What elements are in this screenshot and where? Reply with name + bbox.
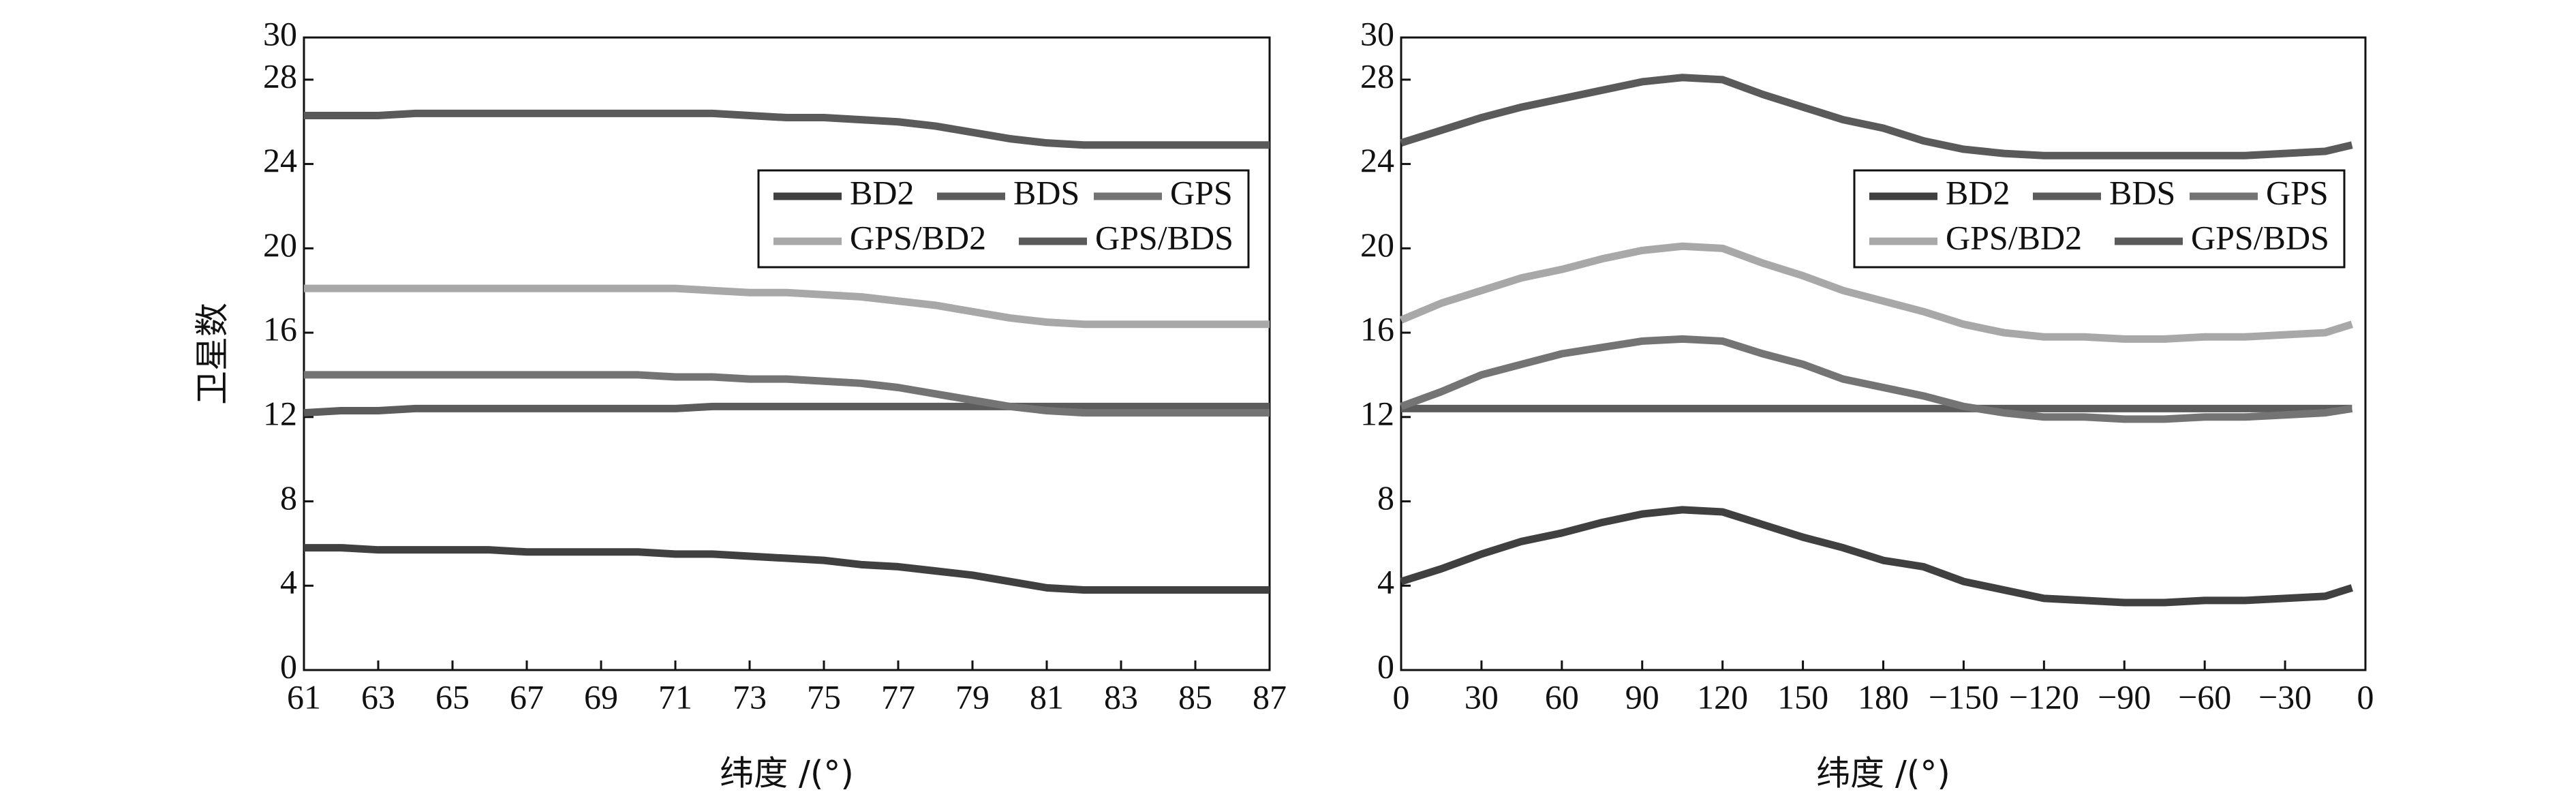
y-tick-label: 30 — [263, 14, 297, 52]
y-tick-label: 28 — [263, 57, 297, 95]
x-tick-label: 60 — [1545, 678, 1579, 716]
legend-label: BD2 — [1946, 173, 2010, 211]
y-tick-label: 4 — [1377, 563, 1394, 601]
x-tick-label: −30 — [2258, 678, 2312, 716]
x-tick-label: 0 — [2357, 678, 2374, 716]
series-line — [304, 371, 1270, 417]
x-tick-label: 71 — [658, 678, 692, 716]
x-tick-label: 77 — [881, 678, 915, 716]
x-tick-label: 150 — [1777, 678, 1828, 716]
legend-label: GPS — [2266, 173, 2329, 211]
y-tick-label: 8 — [1377, 479, 1394, 517]
y-tick-label: 20 — [263, 226, 297, 264]
y-tick-label: 24 — [263, 141, 297, 179]
y-tick-label: 24 — [1360, 141, 1394, 179]
y-tick-label: 0 — [280, 647, 297, 685]
legend-box — [757, 169, 1250, 269]
y-tick-label: 20 — [1360, 226, 1394, 264]
series-line — [303, 402, 1270, 417]
series-line — [1399, 242, 2354, 343]
legend-label: BDS — [2109, 173, 2175, 211]
x-tick-label: 73 — [733, 678, 767, 716]
legend-label: GPS/BDS — [2191, 218, 2329, 256]
x-tick-label: 0 — [1393, 678, 1410, 716]
series-line — [304, 284, 1270, 329]
plot-frame — [303, 36, 1271, 671]
x-tick-label: 87 — [1253, 678, 1287, 716]
legend-label: GPS/BD2 — [1946, 218, 2082, 256]
legend-box — [1853, 169, 2346, 269]
y-tick-label: 0 — [1377, 647, 1394, 685]
x-axis-label: 纬度 /(°) — [720, 754, 854, 793]
x-tick-label: 67 — [510, 678, 544, 716]
x-axis-label: 纬度 /(°) — [1816, 754, 1950, 793]
chart: 0 4 8 12 16 20 24 28 30 61 63 65 67 69 71 73 75 77 79 81 83 8… — [193, 14, 1287, 793]
y-tick-label: 16 — [263, 310, 297, 348]
y-tick-label: 28 — [1360, 57, 1394, 95]
x-tick-label: 65 — [435, 678, 470, 716]
y-tick-label: 30 — [1360, 14, 1394, 52]
x-tick-label: 69 — [584, 678, 618, 716]
plot-frame — [1400, 36, 2367, 671]
x-tick-label: 30 — [1465, 678, 1499, 716]
x-tick-label: 81 — [1030, 678, 1064, 716]
series-line — [304, 544, 1270, 594]
legend-label: BD2 — [850, 173, 914, 211]
series-line — [304, 109, 1270, 149]
x-tick-label: 63 — [361, 678, 395, 716]
x-tick-label: −60 — [2178, 678, 2231, 716]
series-line — [1400, 335, 2353, 423]
x-tick-label: 61 — [287, 678, 321, 716]
x-tick-label: 90 — [1625, 678, 1659, 716]
x-tick-label: 120 — [1697, 678, 1748, 716]
x-tick-label: 180 — [1858, 678, 1909, 716]
y-tick-label: 4 — [280, 563, 297, 601]
x-tick-label: 85 — [1178, 678, 1212, 716]
y-tick-label: 12 — [1360, 394, 1394, 432]
legend-label: GPS/BDS — [1095, 218, 1233, 256]
legend-label: GPS/BD2 — [850, 218, 986, 256]
y-tick-label: 8 — [280, 479, 297, 517]
x-tick-label: −90 — [2098, 678, 2151, 716]
y-axis-label: 卫星数 — [193, 303, 232, 405]
y-tick-label: 12 — [263, 394, 297, 432]
y-tick-label: 16 — [1360, 310, 1394, 348]
legend-label: BDS — [1013, 173, 1079, 211]
x-tick-label: 83 — [1104, 678, 1138, 716]
x-tick-label: −120 — [2009, 678, 2079, 716]
series-line — [1400, 506, 2354, 607]
series-line — [1400, 74, 2353, 160]
x-tick-label: 79 — [955, 678, 990, 716]
x-tick-label: 75 — [807, 678, 841, 716]
legend-label: GPS — [1170, 173, 1233, 211]
x-tick-label: −150 — [1929, 678, 1999, 716]
